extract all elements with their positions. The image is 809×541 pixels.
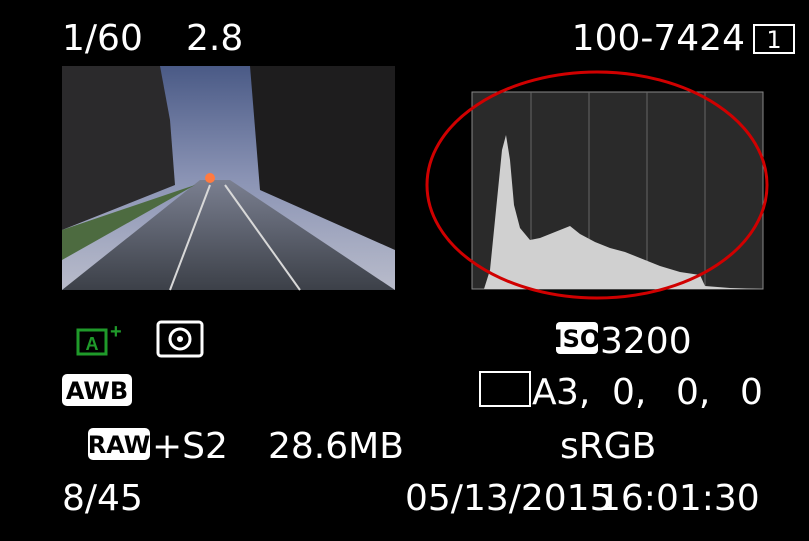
wb-shift-value: 3, [556, 372, 590, 413]
date: 05/13/2015 [405, 478, 613, 519]
wb-shift-value: 0, [676, 372, 710, 413]
wb-shift-value: 0 [740, 372, 763, 413]
quality-size: +S2 [152, 426, 228, 467]
raw-label: RAW [88, 431, 150, 459]
wb-shift-label: A [532, 372, 557, 413]
aperture: 2.8 [186, 18, 243, 59]
shutter-speed: 1/60 [62, 18, 143, 59]
histogram [472, 92, 763, 289]
iso-value: 3200 [600, 321, 692, 362]
wb-shift-value: 0, [612, 372, 646, 413]
card-slot: 1 [766, 26, 781, 54]
white-balance: AWB [66, 377, 128, 405]
svg-text:+: + [110, 321, 122, 343]
svg-text:A: A [86, 334, 99, 354]
camera-playback-screen: 1/60 2.8 100-7424 1 A + ISO 3200 AWB A 3… [0, 0, 809, 541]
file-number: 100-7424 [572, 18, 745, 59]
color-space: sRGB [560, 426, 656, 467]
image-index: 8/45 [62, 478, 143, 519]
time: 16:01:30 [598, 478, 760, 519]
file-size: 28.6MB [268, 426, 404, 467]
thumbnail [62, 66, 395, 290]
iso-label: ISO [554, 325, 601, 353]
